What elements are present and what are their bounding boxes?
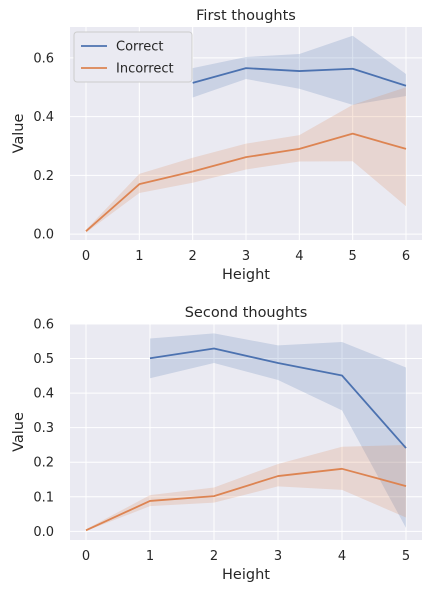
y-tick-label: 0.1 bbox=[33, 490, 54, 505]
chart-title: Second thoughts bbox=[185, 305, 308, 321]
y-tick-label: 0.6 bbox=[33, 51, 54, 66]
y-tick-label: 0.5 bbox=[33, 352, 54, 367]
plot-area bbox=[70, 324, 422, 540]
y-tick-label: 0.2 bbox=[33, 169, 54, 184]
legend-label-incorrect: Incorrect bbox=[116, 62, 174, 77]
x-tick-label: 6 bbox=[402, 249, 410, 264]
x-tick-label: 3 bbox=[274, 549, 282, 564]
band-correct bbox=[150, 333, 406, 528]
x-axis-label: Height bbox=[222, 267, 270, 283]
x-axis-label: Height bbox=[222, 567, 270, 583]
x-tick-label: 3 bbox=[242, 249, 250, 264]
y-tick-label: 0.2 bbox=[33, 456, 54, 471]
line-incorrect bbox=[85, 132, 407, 232]
line-incorrect bbox=[85, 467, 407, 532]
legend-label-correct: Correct bbox=[116, 40, 163, 55]
legend: Correct Incorrect bbox=[73, 31, 193, 83]
y-axis-label: Value bbox=[11, 412, 27, 452]
x-tick-label: 5 bbox=[402, 549, 410, 564]
panel-1: 0 1 2 3 4 5 6 0.0 0.2 0.4 0.6 First thoughts Height V… bbox=[11, 8, 422, 283]
x-tick-label: 4 bbox=[295, 249, 303, 264]
y-axis-label: Value bbox=[11, 114, 27, 154]
y-tick-label: 0.0 bbox=[33, 228, 54, 243]
x-tick-label: 1 bbox=[135, 249, 143, 264]
band-incorrect bbox=[86, 87, 406, 233]
legend-box bbox=[73, 31, 193, 83]
x-tick-label: 5 bbox=[349, 249, 357, 264]
line-correct bbox=[192, 67, 407, 87]
x-tick-label: 4 bbox=[338, 549, 346, 564]
band-incorrect bbox=[86, 444, 406, 532]
panel-2: 0 1 2 3 4 5 0.0 0.1 0.2 0.3 0.4 0.5 0.6 Second though… bbox=[11, 305, 422, 583]
y-tick-label: 0.4 bbox=[33, 387, 54, 402]
x-tick-label: 2 bbox=[210, 549, 218, 564]
x-tick-label: 2 bbox=[189, 249, 197, 264]
x-tick-label: 0 bbox=[82, 249, 90, 264]
x-tick-label: 0 bbox=[82, 549, 90, 564]
y-tick-label: 0.0 bbox=[33, 525, 54, 540]
line-correct bbox=[149, 347, 407, 449]
y-tick-label: 0.4 bbox=[33, 110, 54, 125]
y-tick-label: 0.6 bbox=[33, 318, 54, 333]
chart-title: First thoughts bbox=[196, 8, 296, 24]
y-tick-label: 0.3 bbox=[33, 421, 54, 436]
x-tick-label: 1 bbox=[146, 549, 154, 564]
